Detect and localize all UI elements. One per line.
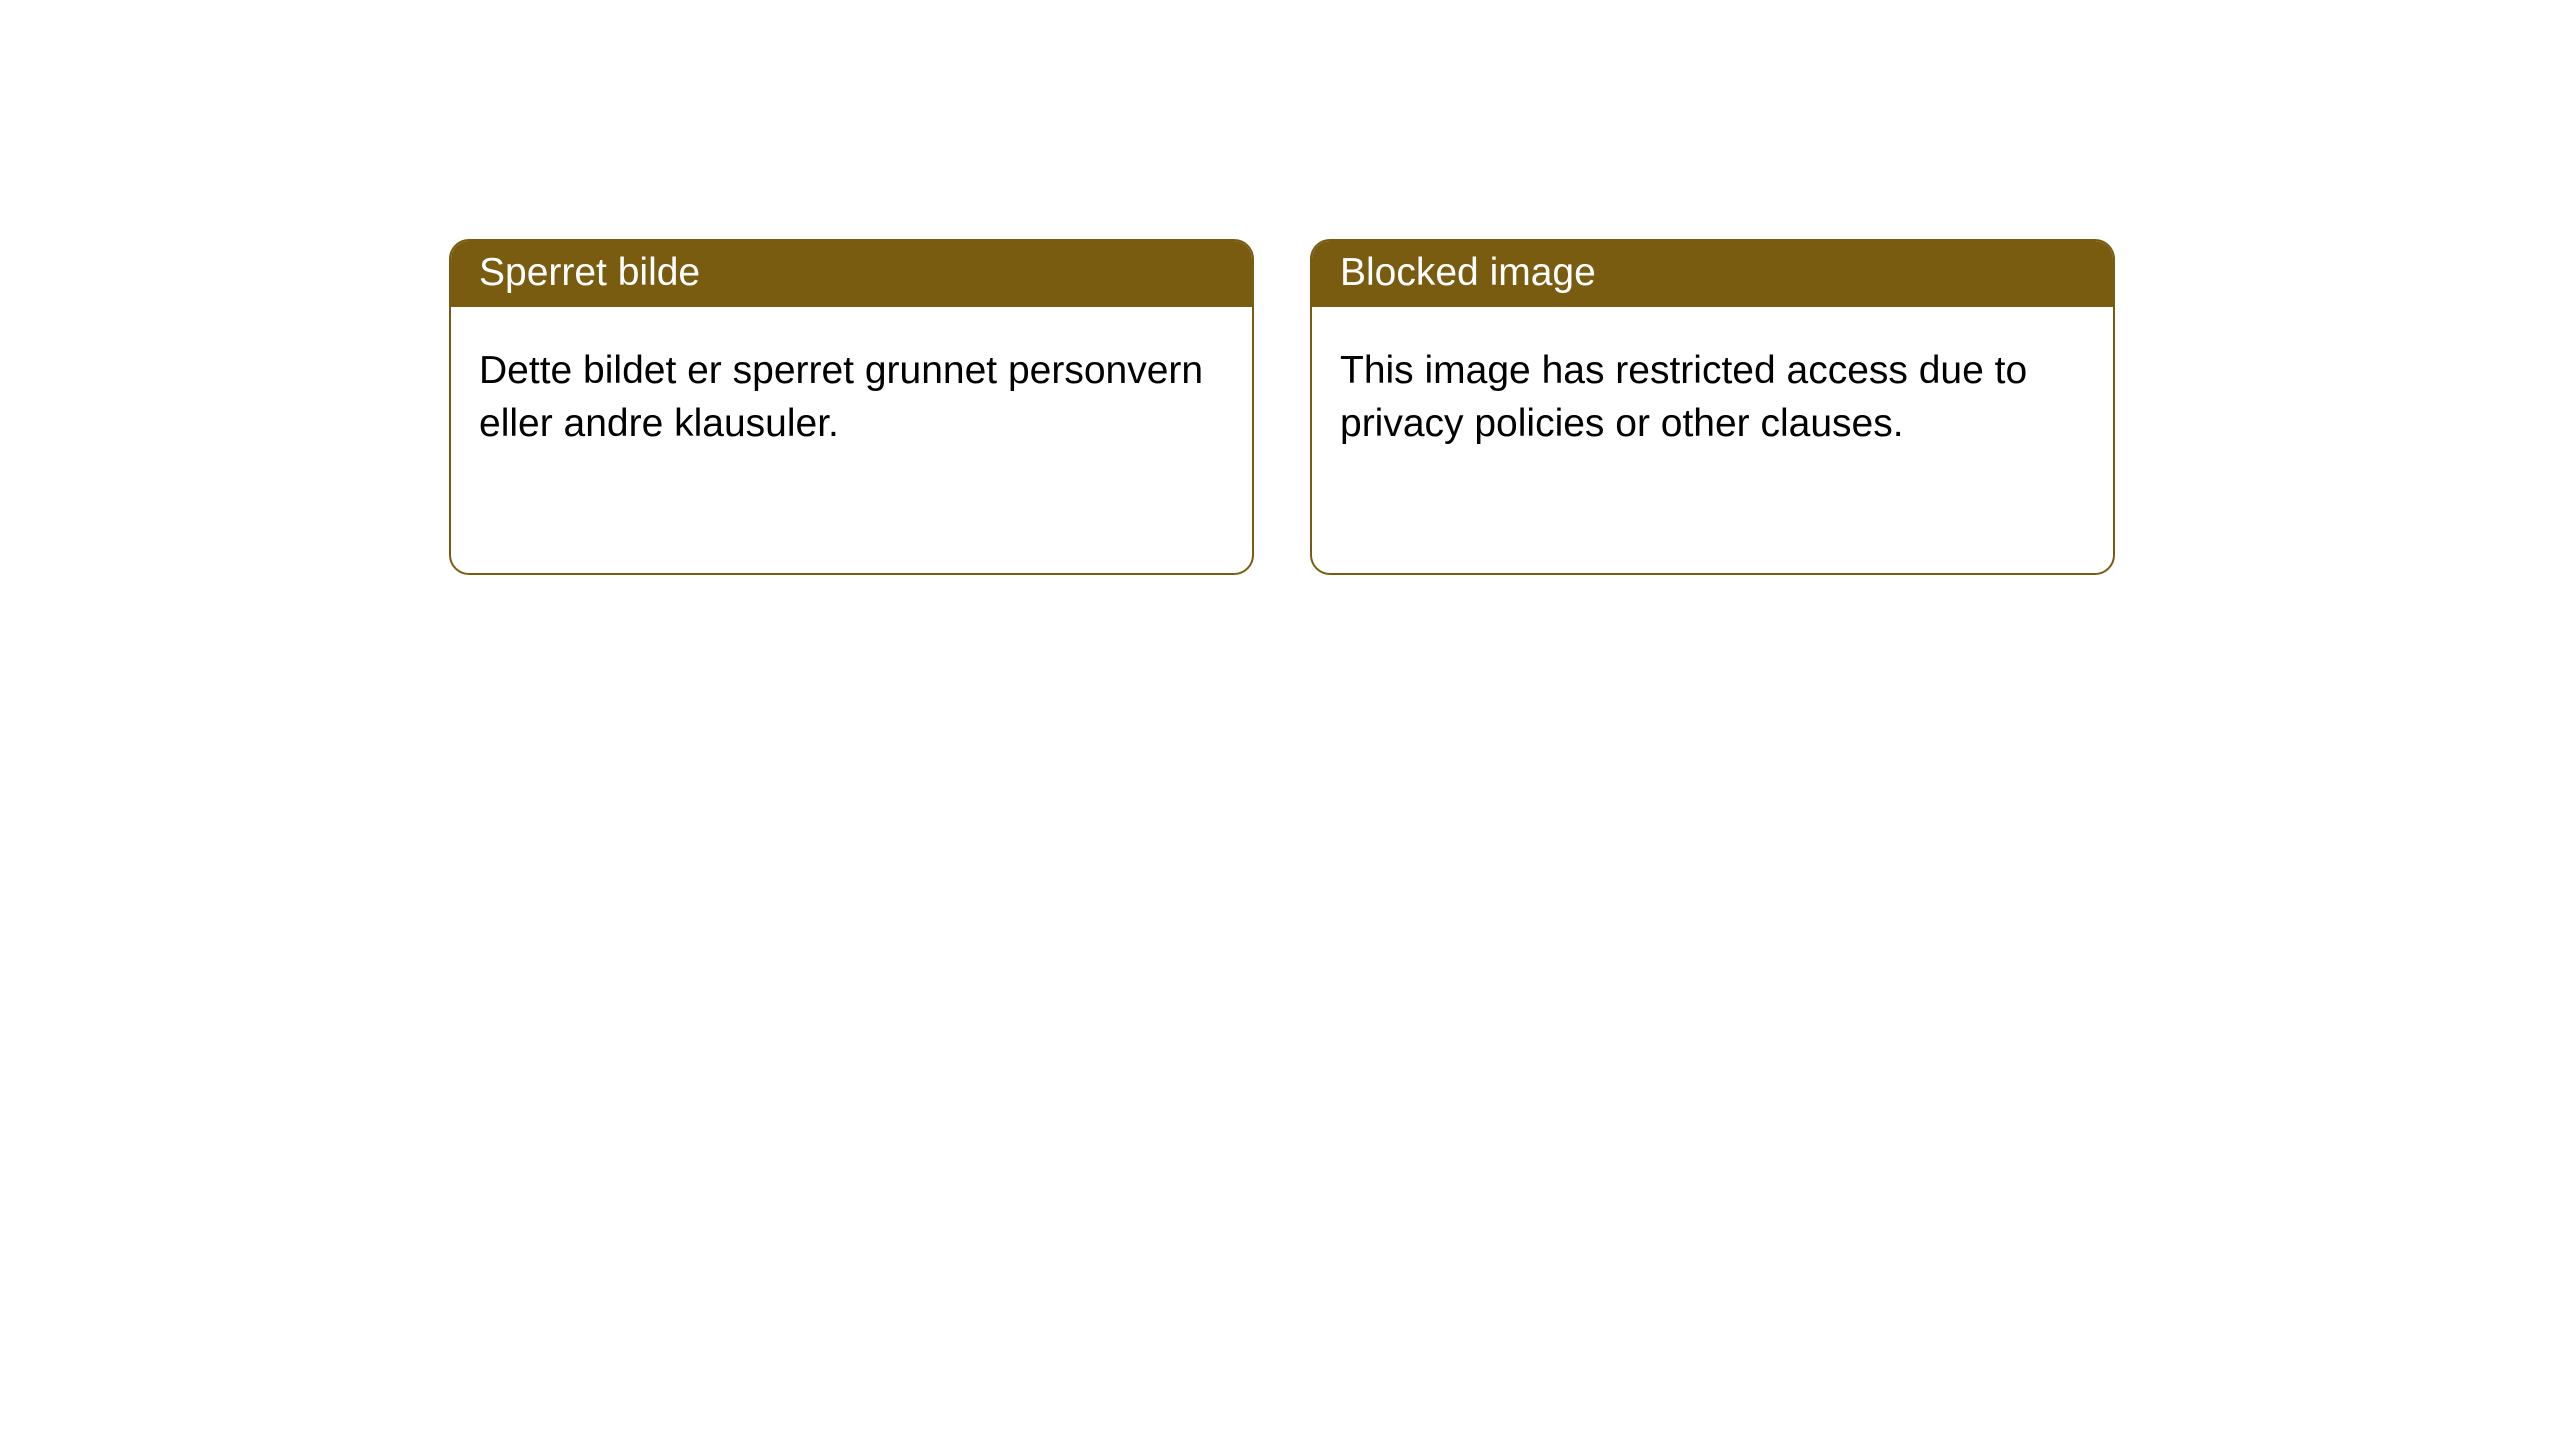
notice-title-norwegian: Sperret bilde (451, 241, 1252, 307)
notice-card-norwegian: Sperret bilde Dette bildet er sperret gr… (449, 239, 1254, 575)
notice-card-english: Blocked image This image has restricted … (1310, 239, 2115, 575)
notice-body-norwegian: Dette bildet er sperret grunnet personve… (451, 307, 1252, 478)
notice-title-english: Blocked image (1312, 241, 2113, 307)
notice-container: Sperret bilde Dette bildet er sperret gr… (0, 0, 2560, 575)
notice-body-english: This image has restricted access due to … (1312, 307, 2113, 478)
